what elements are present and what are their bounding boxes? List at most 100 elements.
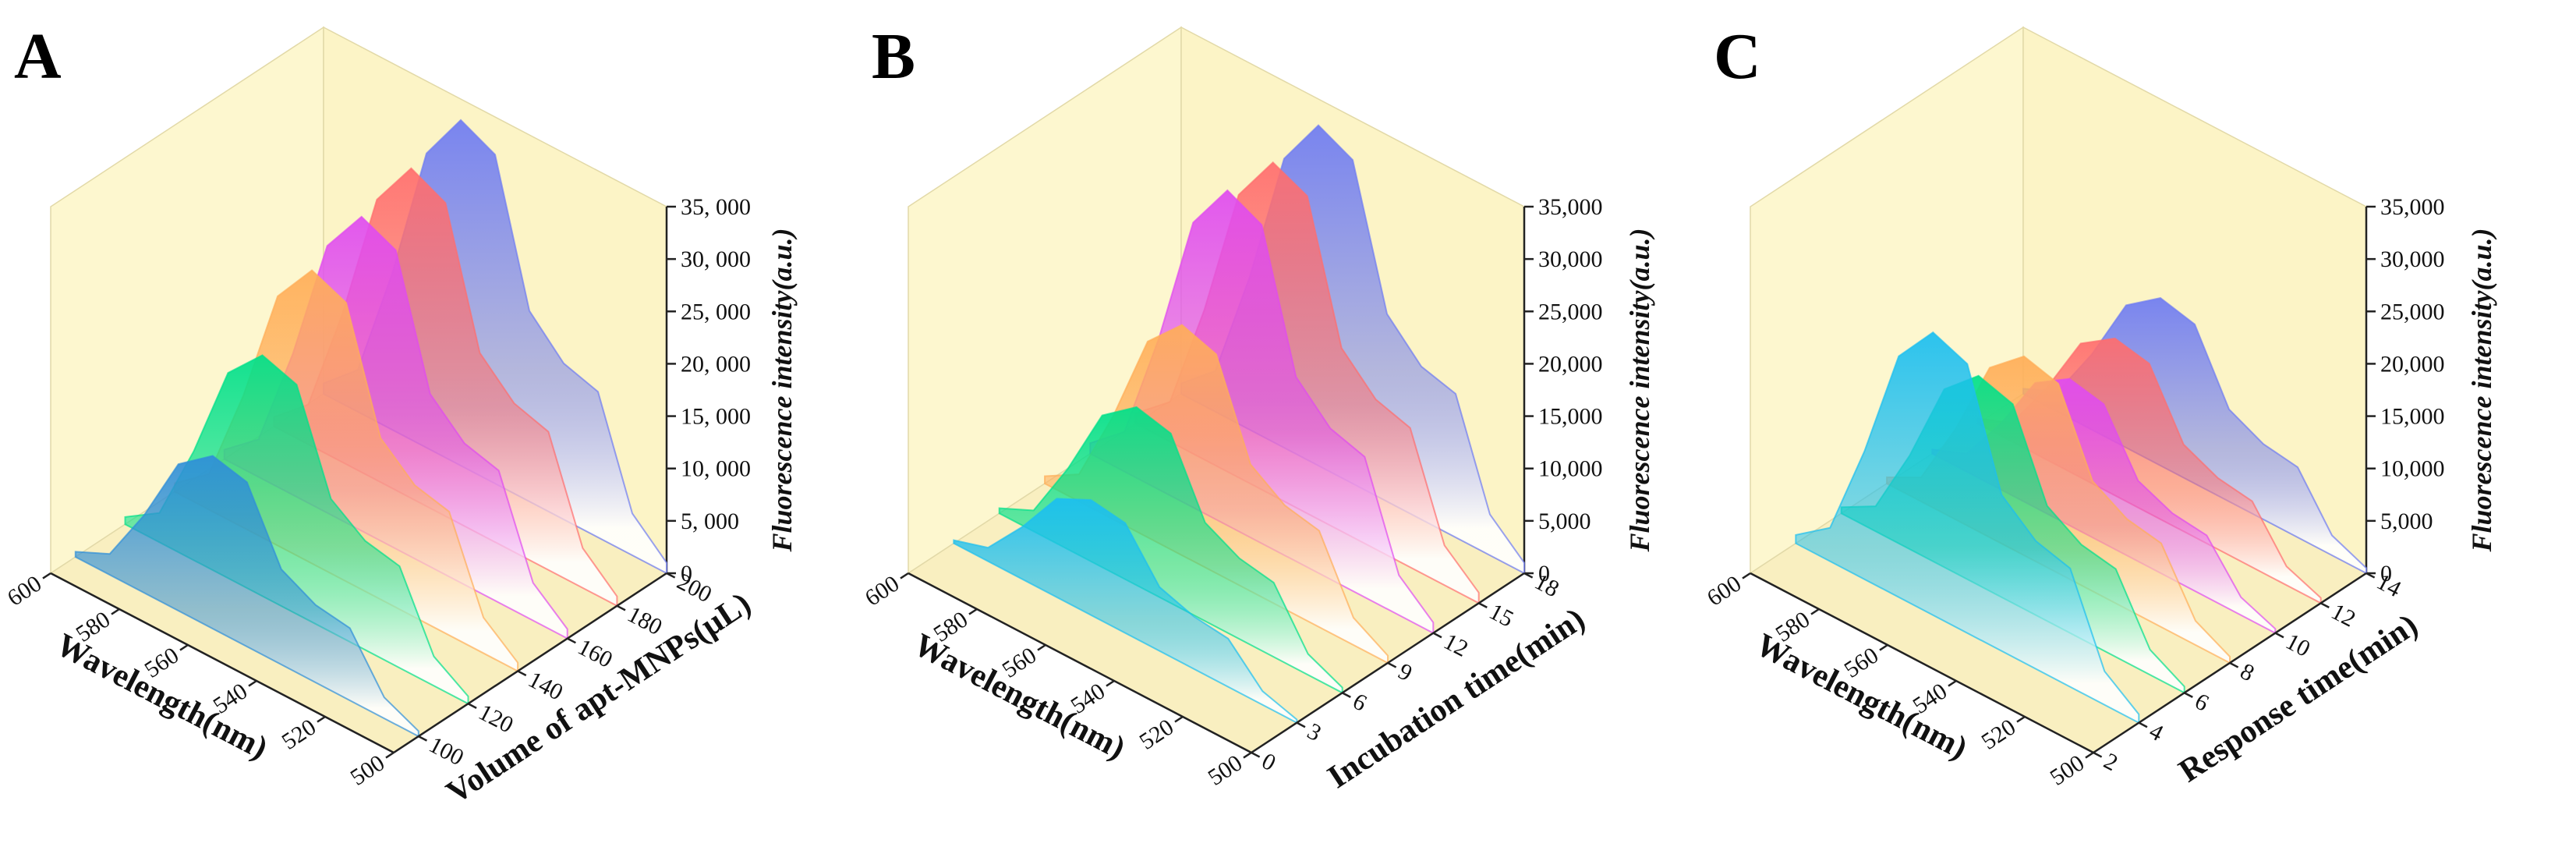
- depth-tick-label: 9: [1394, 658, 1417, 686]
- depth-tick-label: 8: [2236, 658, 2259, 686]
- x-tick: [1742, 572, 1751, 579]
- depth-tick: [1342, 692, 1351, 699]
- depth-tick: [1251, 751, 1261, 758]
- depth-tick-label: 10: [2281, 629, 2314, 662]
- x-tick: [1243, 751, 1252, 759]
- depth-tick: [2229, 661, 2239, 668]
- x-tick: [317, 715, 326, 723]
- x-tick-label: 520: [1135, 714, 1179, 755]
- depth-tick-label: 18: [1530, 569, 1563, 602]
- z-tick-label: 35,000: [2380, 194, 2445, 220]
- x-axis: [50, 572, 395, 754]
- x-tick-label: 500: [346, 750, 390, 791]
- depth-tick: [2320, 602, 2330, 609]
- x-tick: [111, 608, 120, 615]
- z-axis-title: Fluorescence intensity(a.u.): [2466, 229, 2497, 553]
- depth-axis: [393, 572, 667, 754]
- z-tick-label: 15,000: [1538, 404, 1603, 430]
- depth-tick: [616, 604, 626, 611]
- depth-tick-label: 160: [574, 634, 617, 673]
- z-tick-label: 5, 000: [681, 509, 739, 534]
- z-tick-label: 15, 000: [681, 404, 751, 430]
- panel: 0 5, 000 10, 000 15, 000 20, 000 25, 000 30, 0…: [3, 20, 798, 811]
- depth-tick: [1478, 602, 1488, 609]
- depth-tick-label: 100: [425, 732, 468, 771]
- z-tick-label: 30,000: [2380, 246, 2445, 272]
- z-tick-label: 30, 000: [681, 246, 751, 272]
- depth-tick: [2274, 632, 2284, 639]
- depth-tick: [1432, 632, 1442, 639]
- z-tick-label: 30,000: [1538, 246, 1603, 272]
- x-tick: [1948, 679, 1957, 687]
- depth-tick-label: 4: [2145, 718, 2167, 746]
- spectrum: [1795, 331, 2140, 725]
- depth-tick-label: 140: [524, 667, 567, 706]
- panel-label: C: [1714, 20, 1761, 93]
- z-tick-label: 35,000: [1538, 194, 1603, 220]
- x-tick: [179, 643, 189, 651]
- x-tick-label: 520: [278, 714, 321, 755]
- x-tick: [1810, 608, 1820, 615]
- z-tick-label: 5,000: [2380, 509, 2433, 534]
- x-axis: [908, 572, 1252, 754]
- z-tick-label: 20, 000: [681, 351, 751, 377]
- x-tick-label: 600: [3, 571, 47, 611]
- x-tick: [2085, 751, 2094, 759]
- x-tick-label: 600: [861, 571, 904, 611]
- x-tick: [42, 572, 51, 579]
- panel: 0 5,000 10,000 15,000 20,000 25,000 30,000 35,0…: [861, 20, 1655, 796]
- depth-tick-label: 12: [2327, 598, 2360, 632]
- z-tick-label: 0: [681, 561, 692, 586]
- depth-tick-label: 180: [623, 601, 666, 640]
- z-tick-label: 10,000: [1538, 456, 1603, 482]
- z-tick-label: 10,000: [2380, 456, 2445, 482]
- depth-tick: [418, 735, 428, 742]
- x-tick: [1106, 679, 1115, 687]
- x-tick: [1174, 715, 1184, 723]
- x-tick-label: 520: [1977, 714, 2021, 755]
- x-tick: [1037, 643, 1046, 651]
- depth-tick: [1387, 661, 1397, 668]
- x-tick-label: 600: [1703, 571, 1746, 611]
- depth-tick-label: 200: [673, 569, 716, 608]
- z-tick-label: 35, 000: [681, 194, 751, 220]
- z-tick-label: 25,000: [1538, 299, 1603, 324]
- depth-tick: [1523, 572, 1534, 579]
- z-tick-label: 10, 000: [681, 456, 751, 482]
- depth-tick-label: 0: [1258, 748, 1280, 776]
- spectrum: [953, 498, 1298, 725]
- z-axis-title: Fluorescence intensity(a.u.): [1624, 229, 1655, 553]
- x-tick: [385, 751, 395, 759]
- depth-tick: [2093, 751, 2103, 758]
- panel: 0 5,000 10,000 15,000 20,000 25,000 30,000 35,0…: [1703, 20, 2497, 791]
- z-tick-label: 20,000: [2380, 351, 2445, 377]
- x-tick: [2016, 715, 2026, 723]
- depth-tick-label: 6: [2191, 688, 2213, 716]
- depth-tick-label: 120: [475, 699, 518, 738]
- depth-tick: [2365, 572, 2376, 579]
- depth-tick: [517, 670, 527, 677]
- x-tick: [900, 572, 909, 579]
- x-tick: [1879, 643, 1888, 651]
- z-tick-label: 0: [1538, 561, 1550, 586]
- spectrum: [124, 354, 469, 705]
- depth-tick-label: 15: [1485, 598, 1518, 632]
- depth-tick: [1296, 721, 1306, 728]
- x-tick: [248, 679, 257, 687]
- depth-tick: [666, 572, 676, 579]
- z-tick-label: 25, 000: [681, 299, 751, 324]
- x-tick: [968, 608, 978, 615]
- z-tick-label: 20,000: [1538, 351, 1603, 377]
- spectrum: [74, 455, 419, 738]
- z-tick-label: 5,000: [1538, 509, 1591, 534]
- depth-tick: [567, 637, 576, 644]
- depth-tick: [2184, 692, 2193, 699]
- x-tick-label: 500: [1204, 750, 1247, 791]
- depth-tick: [467, 703, 477, 709]
- depth-tick: [2138, 721, 2148, 728]
- x-axis: [1750, 572, 2094, 754]
- z-tick-label: 0: [2380, 561, 2392, 586]
- depth-tick-label: 2: [2100, 748, 2122, 776]
